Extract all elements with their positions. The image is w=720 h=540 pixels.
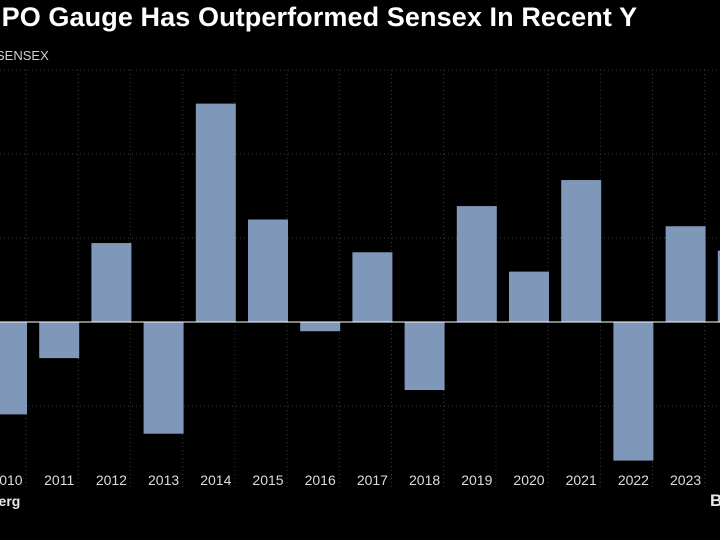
bar-2023 bbox=[665, 226, 706, 322]
x-tick-label: 2014 bbox=[200, 472, 231, 488]
bar-2017 bbox=[352, 252, 393, 322]
legend-label: SENSEX bbox=[0, 48, 49, 63]
x-tick-label: 2010 bbox=[0, 472, 23, 488]
brand-mark: B bbox=[710, 491, 720, 510]
bar-2016 bbox=[300, 322, 341, 332]
bars bbox=[0, 103, 720, 461]
bar-2014 bbox=[195, 103, 236, 322]
x-tick-label: 2015 bbox=[252, 472, 283, 488]
x-tick-label: 2021 bbox=[566, 472, 597, 488]
bar-2022 bbox=[613, 322, 654, 461]
x-tick-label: 2019 bbox=[461, 472, 492, 488]
x-tick-label: 2011 bbox=[44, 472, 74, 488]
source-label: berg bbox=[0, 493, 21, 509]
bar-2019 bbox=[456, 206, 497, 322]
x-tick-label: 2013 bbox=[148, 472, 179, 488]
x-tick-labels: 2010 2011 2012 2013 2014 2015 2016 2017 2018 2019… bbox=[0, 472, 701, 488]
x-tick-label: 2017 bbox=[357, 472, 388, 488]
x-tick-label: 2023 bbox=[670, 472, 701, 488]
bar-2015 bbox=[248, 219, 288, 322]
x-tick-label: 2018 bbox=[409, 472, 440, 488]
chart-title: IPO Gauge Has Outperformed Sensex In Rec… bbox=[0, 2, 638, 32]
bar-2010 bbox=[0, 322, 27, 415]
bar-2013 bbox=[143, 322, 184, 434]
bar-2 bbox=[717, 250, 720, 322]
bar-2018 bbox=[404, 322, 445, 391]
bar-2020 bbox=[509, 271, 549, 322]
x-tick-label: 2022 bbox=[618, 472, 649, 488]
x-tick-label: 2012 bbox=[96, 472, 127, 488]
x-tick-label: 2020 bbox=[513, 472, 544, 488]
bar-2012 bbox=[91, 243, 132, 322]
x-tick-label: 2016 bbox=[305, 472, 336, 488]
bar-2021 bbox=[561, 180, 602, 322]
bar-2011 bbox=[39, 322, 80, 359]
